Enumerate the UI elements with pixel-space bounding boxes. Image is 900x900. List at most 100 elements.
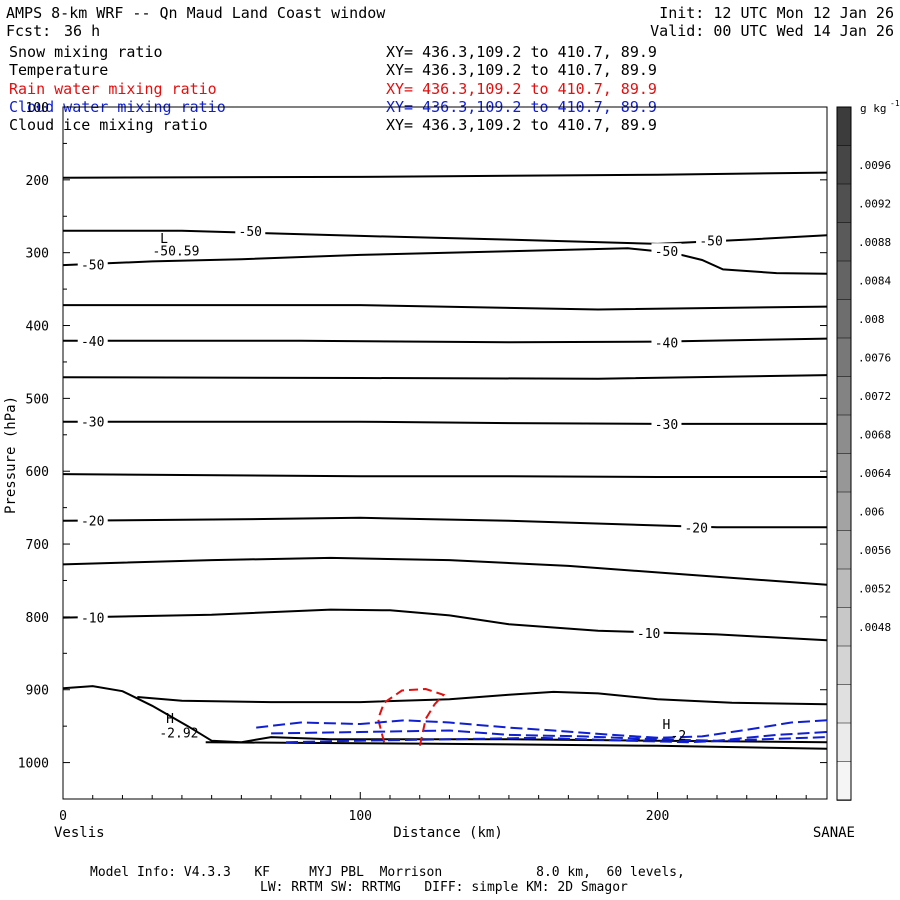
init-time: Init: 12 UTC Mon 12 Jan 26 [659,4,894,22]
contour-label-bg [651,243,682,260]
colorbar-label: .0092 [858,197,891,210]
temperature-contour [62,171,828,179]
colorbar-swatch [836,414,852,455]
colorbar-swatch [836,299,852,339]
forecast-label: Fcst: [6,22,52,40]
colorbar-swatch [836,722,852,763]
temperature-contour [62,516,827,529]
cloud-water-contour [285,736,828,744]
colorbar-swatch [836,645,852,686]
temperature-contour [63,304,828,311]
field-name-snow: Snow mixing ratio [9,43,163,61]
contour-label: -30 [81,416,104,431]
colorbar-label: .0048 [858,621,891,634]
temperature-contour [63,229,828,245]
contour-label-bg [633,624,664,641]
colorbar-label: .0056 [858,544,891,557]
colorbar-unit: g kg [860,102,887,115]
temperature-contour [62,556,828,586]
contour-label-bg [235,222,266,239]
valid-time: Valid: 00 UTC Wed 14 Jan 26 [650,22,894,40]
contour-label: -10 [637,627,660,642]
y-tick-label: 700 [26,538,49,553]
temperature-contour [62,473,827,478]
colorbar: g kg -1 .0096 .0092 .0088 .0084 .008 .0076 .00… [836,99,900,801]
x-endpoint-right: SANAE [813,825,855,841]
forecast-hour: 36 h [64,22,101,40]
temperature-contour [62,608,828,642]
contour-label: -40 [81,335,104,350]
x-tick-label: 0 [59,809,67,824]
model-info-line2: LW: RRTM SW: RRTMG DIFF: simple KM: 2D S… [260,880,628,895]
colorbar-swatch [836,761,852,801]
colorbar-frame [836,106,852,801]
colorbar-label: .0068 [858,428,891,441]
colorbar-swatch [836,491,852,532]
field-name-temperature: Temperature [9,61,109,79]
plot-layer: -50 -50 -50 -50 -40 -40 -30 -30 -20 -20 -10 -10 L-50… [62,106,828,800]
colorbar-swatch [836,183,852,224]
contour-label-bg [77,609,108,626]
y-tick-label: 900 [26,684,49,699]
colorbar-swatch [836,453,852,493]
contour-label-bg [77,413,108,430]
temperature-contour [63,337,828,344]
contour-label-bg [681,519,712,536]
contour-label-bg [77,512,108,529]
field-name-rain: Rain water mixing ratio [9,80,217,98]
temperature-contour [62,374,828,380]
field-xy-temperature: XY= 436.3,109.2 to 410.7, 89.9 [386,61,657,79]
contour-label-bg [77,256,108,273]
y-tick-label: 500 [26,392,49,407]
colorbar-unit-exponent: -1 [890,99,900,108]
colorbar-swatch [836,145,852,185]
contour-label-bg [651,334,682,351]
y-tick-label: 400 [26,320,49,335]
colorbar-swatch [836,106,852,147]
field-xy-cloud-ice: XY= 436.3,109.2 to 410.7, 89.9 [386,116,657,134]
axis-layer: Pressure (hPa) Distance (km) Veslis SANA… [3,101,855,841]
contour-label: -10 [81,612,104,627]
contour-label: -20 [81,515,104,530]
contour-label: -50 [239,225,262,240]
colorbar-label: .0084 [858,274,891,287]
rain-contour [377,687,446,747]
extremum-annotation: -2 [671,729,687,744]
colorbar-label: .0052 [858,582,891,595]
x-endpoint-left: Veslis [54,825,105,841]
y-tick-label: 600 [26,465,49,480]
colorbar-swatch [836,337,852,378]
y-tick-label: 800 [26,611,49,626]
cloud-water-contour [271,729,828,742]
temperature-contour [63,420,827,425]
x-tick-label: 100 [349,809,372,824]
contour-label: -50 [655,245,678,260]
colorbar-swatch [836,376,852,416]
colorbar-swatch [836,222,852,262]
colorbar-swatch [836,607,852,647]
x-axis-label: Distance (km) [393,825,503,841]
colorbar-swatch [836,260,852,301]
colorbar-label: .0096 [858,159,891,172]
contour-label: -40 [655,336,678,351]
plot-frame [62,106,828,800]
cloud-water-contour [256,719,828,739]
colorbar-swatch [836,530,852,570]
colorbar-label: .0088 [858,236,891,249]
extremum-annotation: H [663,718,671,733]
y-axis-label: Pressure (hPa) [3,396,19,514]
chart-title: AMPS 8-km WRF -- Qn Maud Land Coast wind… [6,4,386,22]
extremum-annotation: L [160,232,168,247]
y-tick-label: 1000 [18,757,49,772]
colorbar-label: .0076 [858,351,891,364]
x-tick-label: 200 [646,809,669,824]
colorbar-label: .0064 [858,467,891,480]
colorbar-label: .008 [858,313,885,326]
y-tick-label: 200 [26,174,49,189]
temperature-contour [205,741,828,750]
colorbar-label: .006 [858,505,885,518]
y-tick-label: 300 [26,247,49,262]
field-xy-snow: XY= 436.3,109.2 to 410.7, 89.9 [386,43,657,61]
model-info-line1: Model Info: V4.3.3 KF MYJ PBL Morrison 8… [90,865,685,880]
